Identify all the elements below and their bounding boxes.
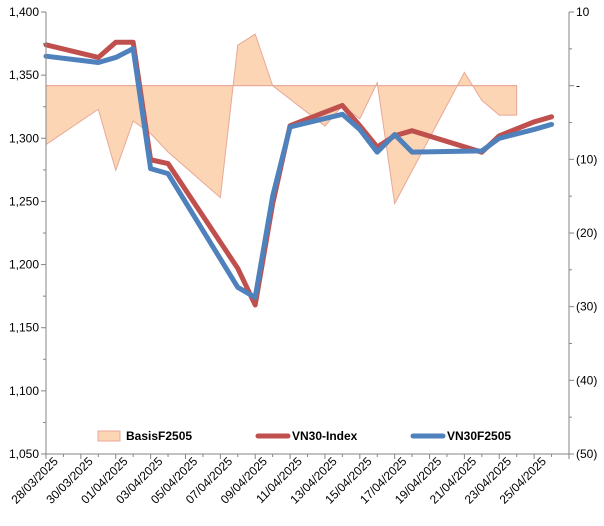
legend-label: BasisF2505 [126,429,192,443]
y-right-tick-label: (10) [576,152,597,166]
plot-area-background [46,12,569,454]
y-left-tick-label: 1,100 [9,384,39,398]
basis-area-shape [45,33,518,206]
vn30f2505-line [43,46,555,300]
y-left-tick-label: 1,400 [9,5,39,19]
y-right-tick-label: (50) [576,447,597,461]
legend-label: VN30-Index [292,429,358,443]
y-right-tick-label: (20) [576,226,597,240]
y-left-tick-label: 1,050 [9,447,39,461]
y-right-tick-label: 10 [576,5,590,19]
basis-area-series [45,33,518,206]
legend-swatch-basis [97,430,121,442]
y-left-tick-label: 1,250 [9,194,39,208]
y-right-tick-label: (30) [576,300,597,314]
plot-area [46,12,569,454]
legend: BasisF2505 VN30-Index VN30F2505 [97,429,511,443]
line-series-group [43,39,555,308]
y-right-tick-label: - [576,79,580,93]
y-right-tick-label: (40) [576,373,597,387]
y-left-tick-label: 1,200 [9,258,39,272]
y-left-tick-label: 1,300 [9,131,39,145]
y-left-tick-label: 1,350 [9,68,39,82]
legend-label: VN30F2505 [447,429,511,443]
y-left-tick-label: 1,150 [9,321,39,335]
